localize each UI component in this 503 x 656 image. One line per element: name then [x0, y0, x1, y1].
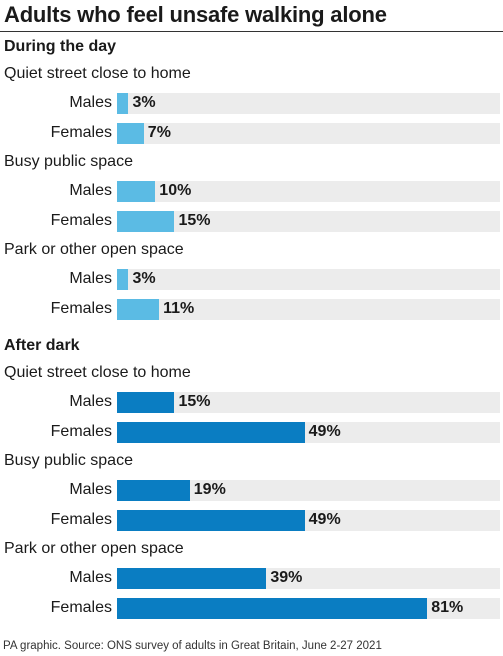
bar-value-label: 3%: [132, 270, 156, 287]
bar-track: [117, 181, 500, 202]
section-label: During the day: [4, 38, 117, 55]
group-label: Busy public space: [4, 153, 133, 170]
bar: [117, 211, 175, 232]
bar-track: [117, 211, 500, 232]
bar-value-label: 7%: [147, 124, 171, 141]
group-label: Quiet street close to home: [4, 364, 191, 381]
bar-category-label: Females: [50, 599, 112, 616]
bar-category-label: Males: [69, 270, 112, 287]
bar-track: [117, 93, 500, 114]
bar-category-label: Females: [50, 212, 112, 229]
bar-category-label: Females: [50, 511, 112, 528]
bar-value-label: 19%: [193, 481, 226, 498]
bar: [117, 299, 160, 320]
bar: [117, 480, 190, 501]
group-label: Park or other open space: [4, 241, 184, 258]
bar-category-label: Females: [50, 300, 112, 317]
bar: [117, 123, 144, 144]
group-label: Park or other open space: [4, 540, 184, 557]
bar-track: [117, 299, 500, 320]
section-label: After dark: [4, 337, 80, 354]
bar-track: [117, 269, 500, 290]
bar-value-label: 49%: [308, 423, 341, 440]
bar-track: [117, 123, 500, 144]
bar-category-label: Males: [69, 182, 112, 199]
bar-value-label: 15%: [178, 393, 211, 410]
bar-category-label: Females: [50, 124, 112, 141]
group-label: Busy public space: [4, 452, 133, 469]
bar-value-label: 15%: [178, 212, 211, 229]
bar: [117, 568, 267, 589]
bar-value-label: 49%: [308, 511, 341, 528]
title-divider: [0, 31, 503, 32]
bar: [117, 510, 305, 531]
bar-value-label: 10%: [159, 182, 192, 199]
bar-category-label: Males: [69, 569, 112, 586]
bar: [117, 598, 428, 619]
bar-category-label: Females: [50, 423, 112, 440]
source-note: PA graphic. Source: ONS survey of adults…: [3, 640, 382, 652]
bar-value-label: 3%: [132, 94, 156, 111]
bar-category-label: Males: [69, 94, 112, 111]
bar: [117, 392, 175, 413]
bar-category-label: Males: [69, 393, 112, 410]
bar-value-label: 11%: [163, 300, 195, 317]
bar: [117, 422, 305, 443]
group-label: Quiet street close to home: [4, 65, 191, 82]
bar-track: [117, 392, 500, 413]
chart-title: Adults who feel unsafe walking alone: [4, 2, 387, 27]
bar-value-label: 81%: [431, 599, 464, 616]
bar: [117, 269, 129, 290]
bar-category-label: Males: [69, 481, 112, 498]
bar: [117, 181, 156, 202]
bar-value-label: 39%: [270, 569, 303, 586]
bar: [117, 93, 129, 114]
bar-track: [117, 480, 500, 501]
